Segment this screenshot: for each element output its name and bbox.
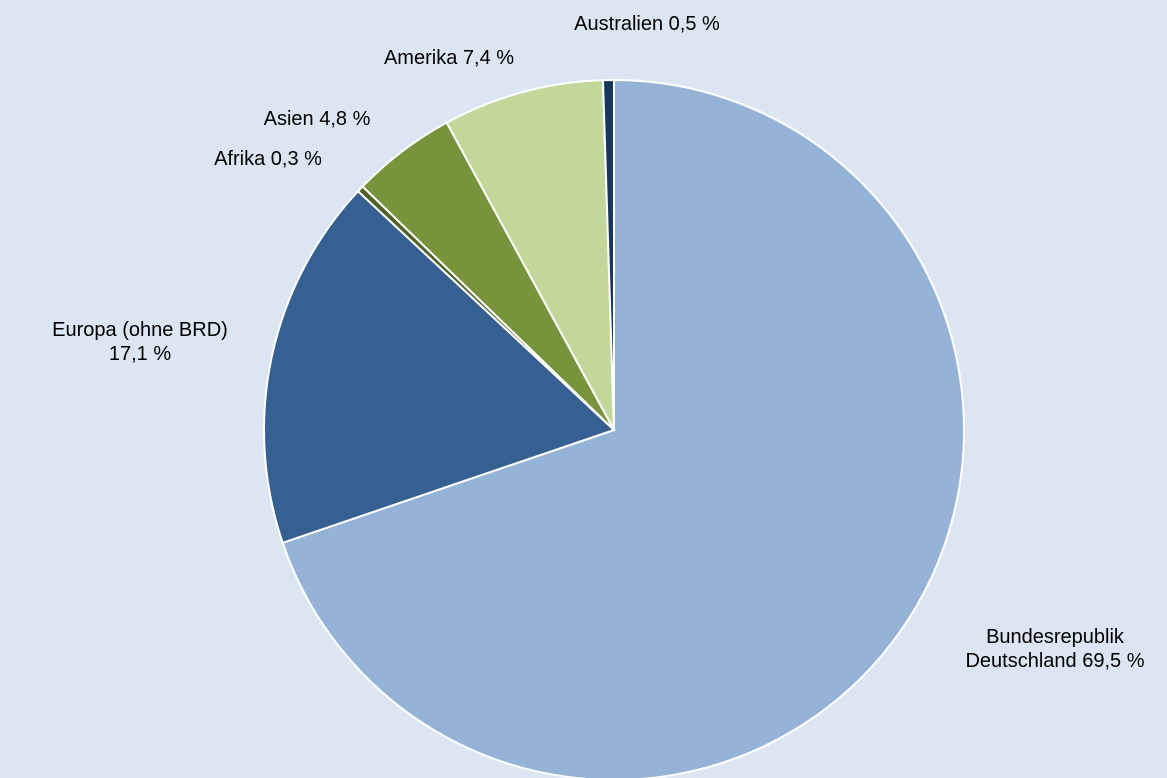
- slice-label: Europa (ohne BRD) 17,1 %: [45, 318, 235, 366]
- category-name: Australien: [574, 13, 664, 35]
- value-label: 7,4 %: [462, 47, 515, 69]
- category-name: Asien: [263, 108, 314, 130]
- value-label: 0,5 %: [668, 13, 720, 35]
- value-label: 4,8 %: [319, 108, 371, 130]
- slice-label: Australien 0,5 %: [574, 12, 720, 36]
- category-name: Afrika: [214, 148, 266, 170]
- pie-slice: [263, 189, 616, 545]
- category-name: Amerika: [383, 47, 458, 69]
- pie-slice: [281, 78, 965, 778]
- pie-slice: [601, 78, 615, 431]
- value-label: 69,5 %: [1082, 650, 1145, 672]
- slice-label: Amerika 7,4 %: [384, 46, 514, 70]
- category-name: Europa (ohne BRD): [52, 319, 228, 341]
- slice-label: Afrika 0,3 %: [214, 147, 322, 171]
- pie-slice: [445, 79, 615, 431]
- value-label: 0,3 %: [270, 148, 322, 170]
- slice-label: Asien 4,8 %: [264, 107, 371, 131]
- value-label: 17,1 %: [108, 343, 172, 365]
- category-name: Bundesrepublik Deutschland: [965, 626, 1124, 672]
- slice-label: Bundesrepublik Deutschland 69,5 %: [948, 625, 1163, 673]
